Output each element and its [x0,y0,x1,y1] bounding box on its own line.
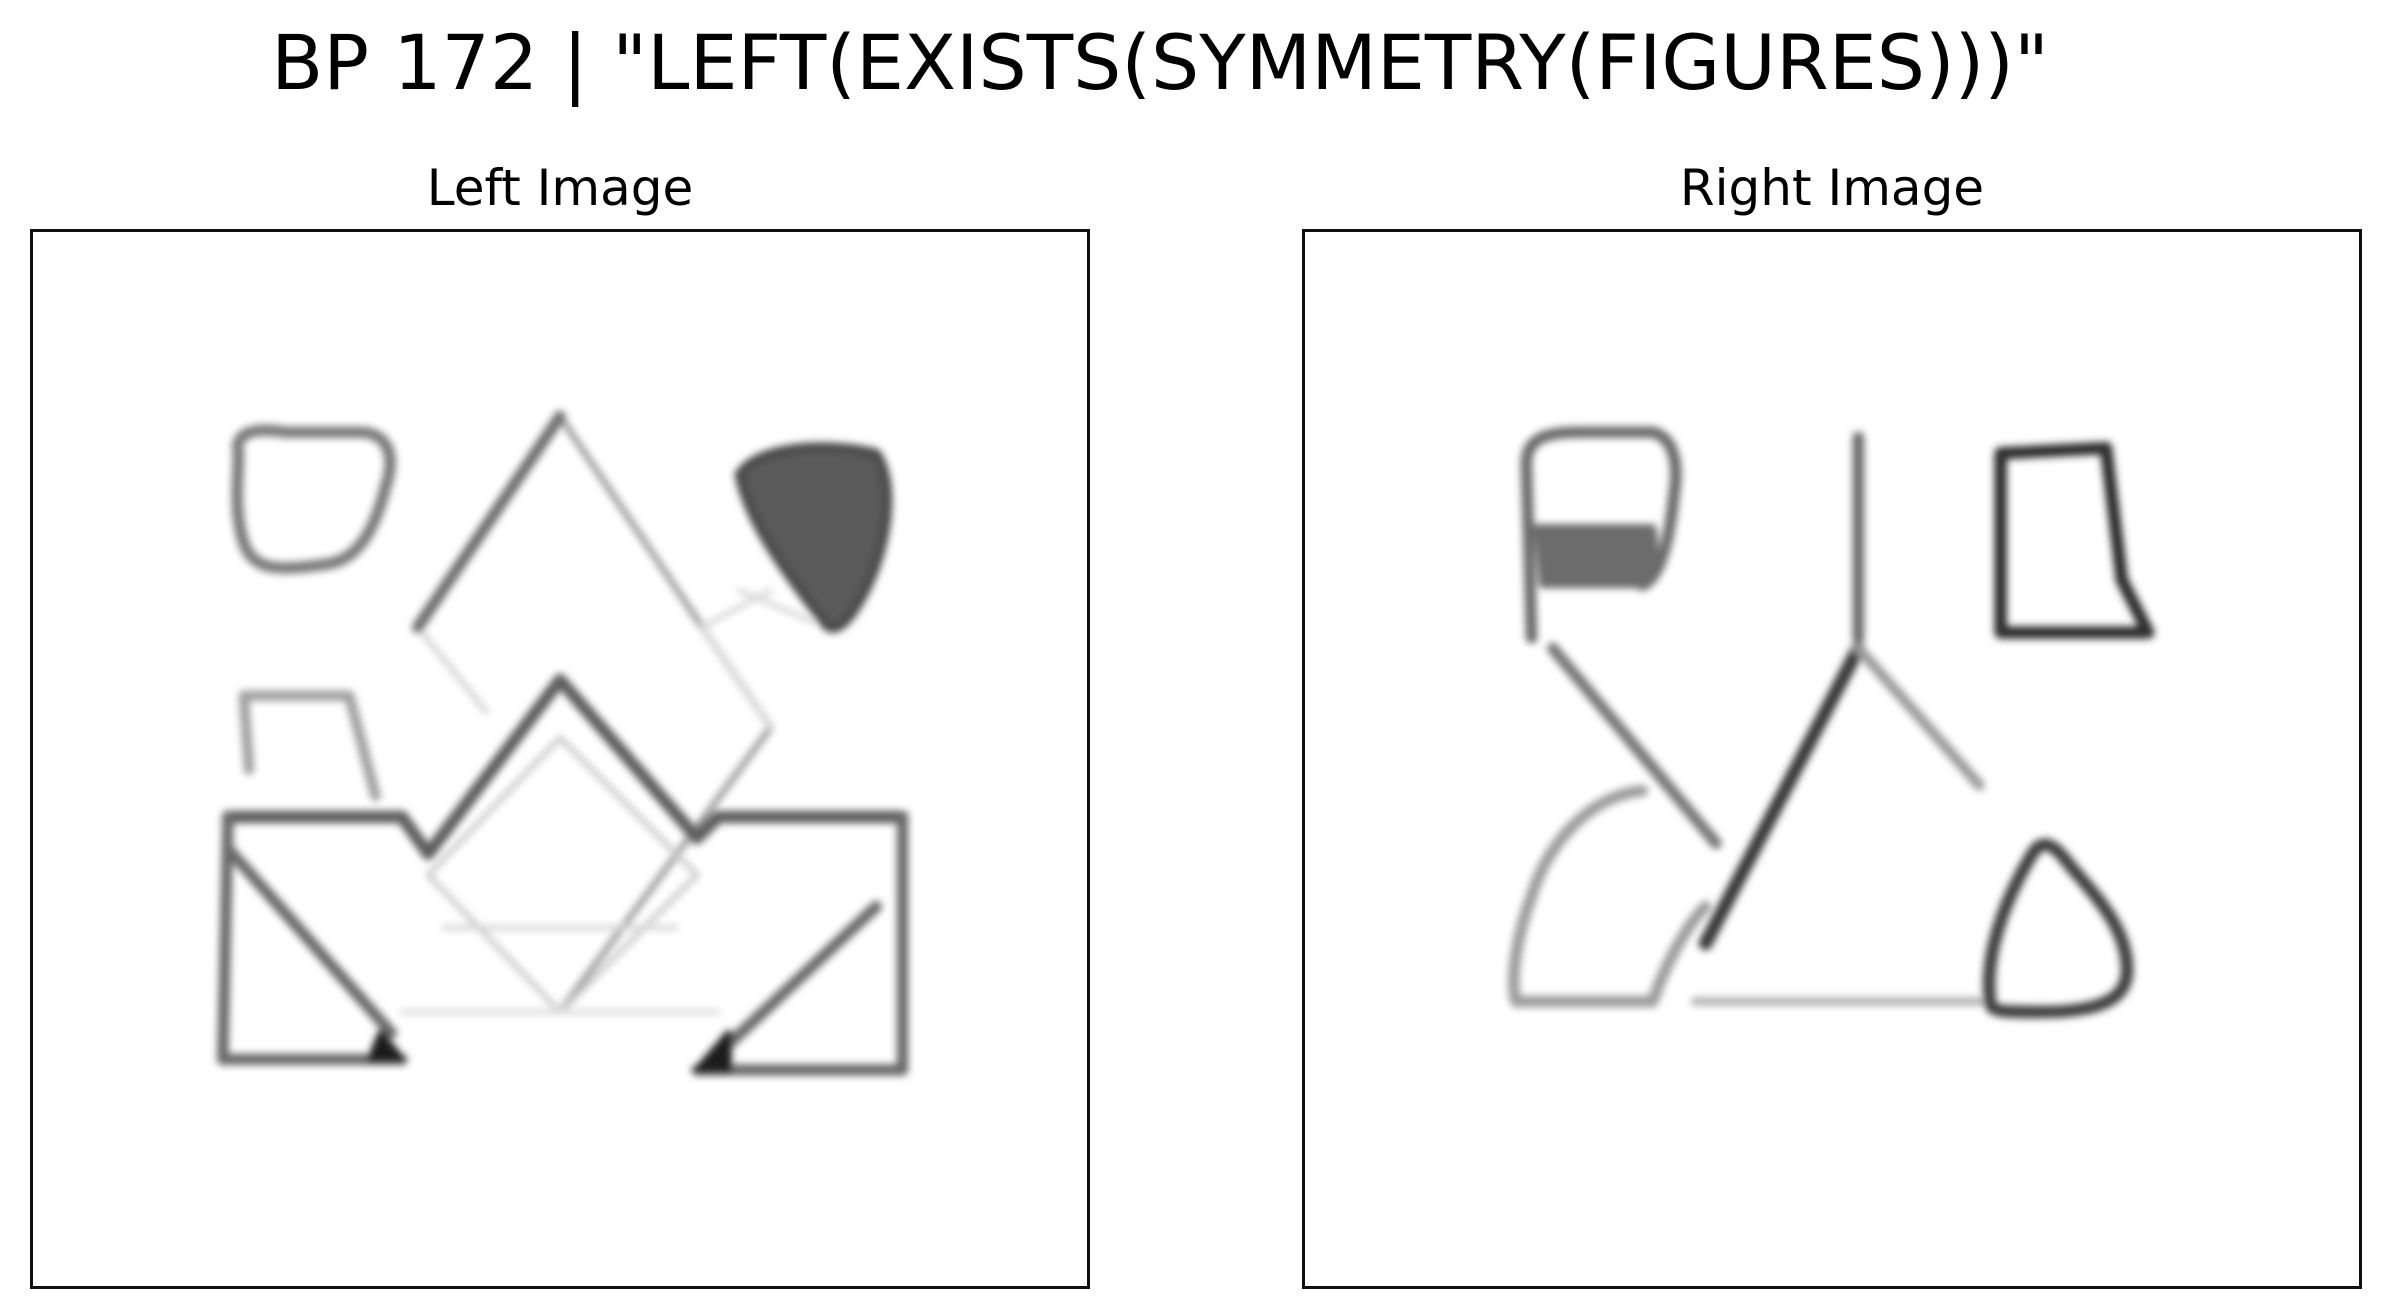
left-zigzag-roof [221,673,909,861]
left-diamond-edge [411,410,566,634]
left-inner-diamond [425,735,700,1015]
left-image-drawing [216,410,909,1076]
left-lower-left-frame [216,811,408,1066]
right-image-panel [1302,229,2362,1289]
left-small-open-rect [238,690,381,802]
right-panel-title: Right Image [1679,159,1985,217]
right-branch-right [1853,643,1985,791]
right-branch-left [1546,642,1722,850]
right-teardrop-loop [1508,784,1712,1008]
left-top-blob-outline [231,424,396,574]
left-top-filled-blob [734,442,893,633]
left-panel-title: Left Image [426,159,694,217]
left-image-panel [30,229,1090,1289]
right-outlined-rectangle [1994,441,2155,639]
left-lower-right-frame [691,811,909,1076]
right-rounded-triangle [1982,838,2134,1019]
right-main-diagonal [1698,641,1866,951]
figure-title: BP 172 | "LEFT(EXISTS(SYMMETRY(FIGURES))… [271,18,2049,107]
right-image-drawing [1508,426,2155,1019]
right-rounded-square [1520,426,1682,644]
right-square-fill [1533,523,1658,589]
